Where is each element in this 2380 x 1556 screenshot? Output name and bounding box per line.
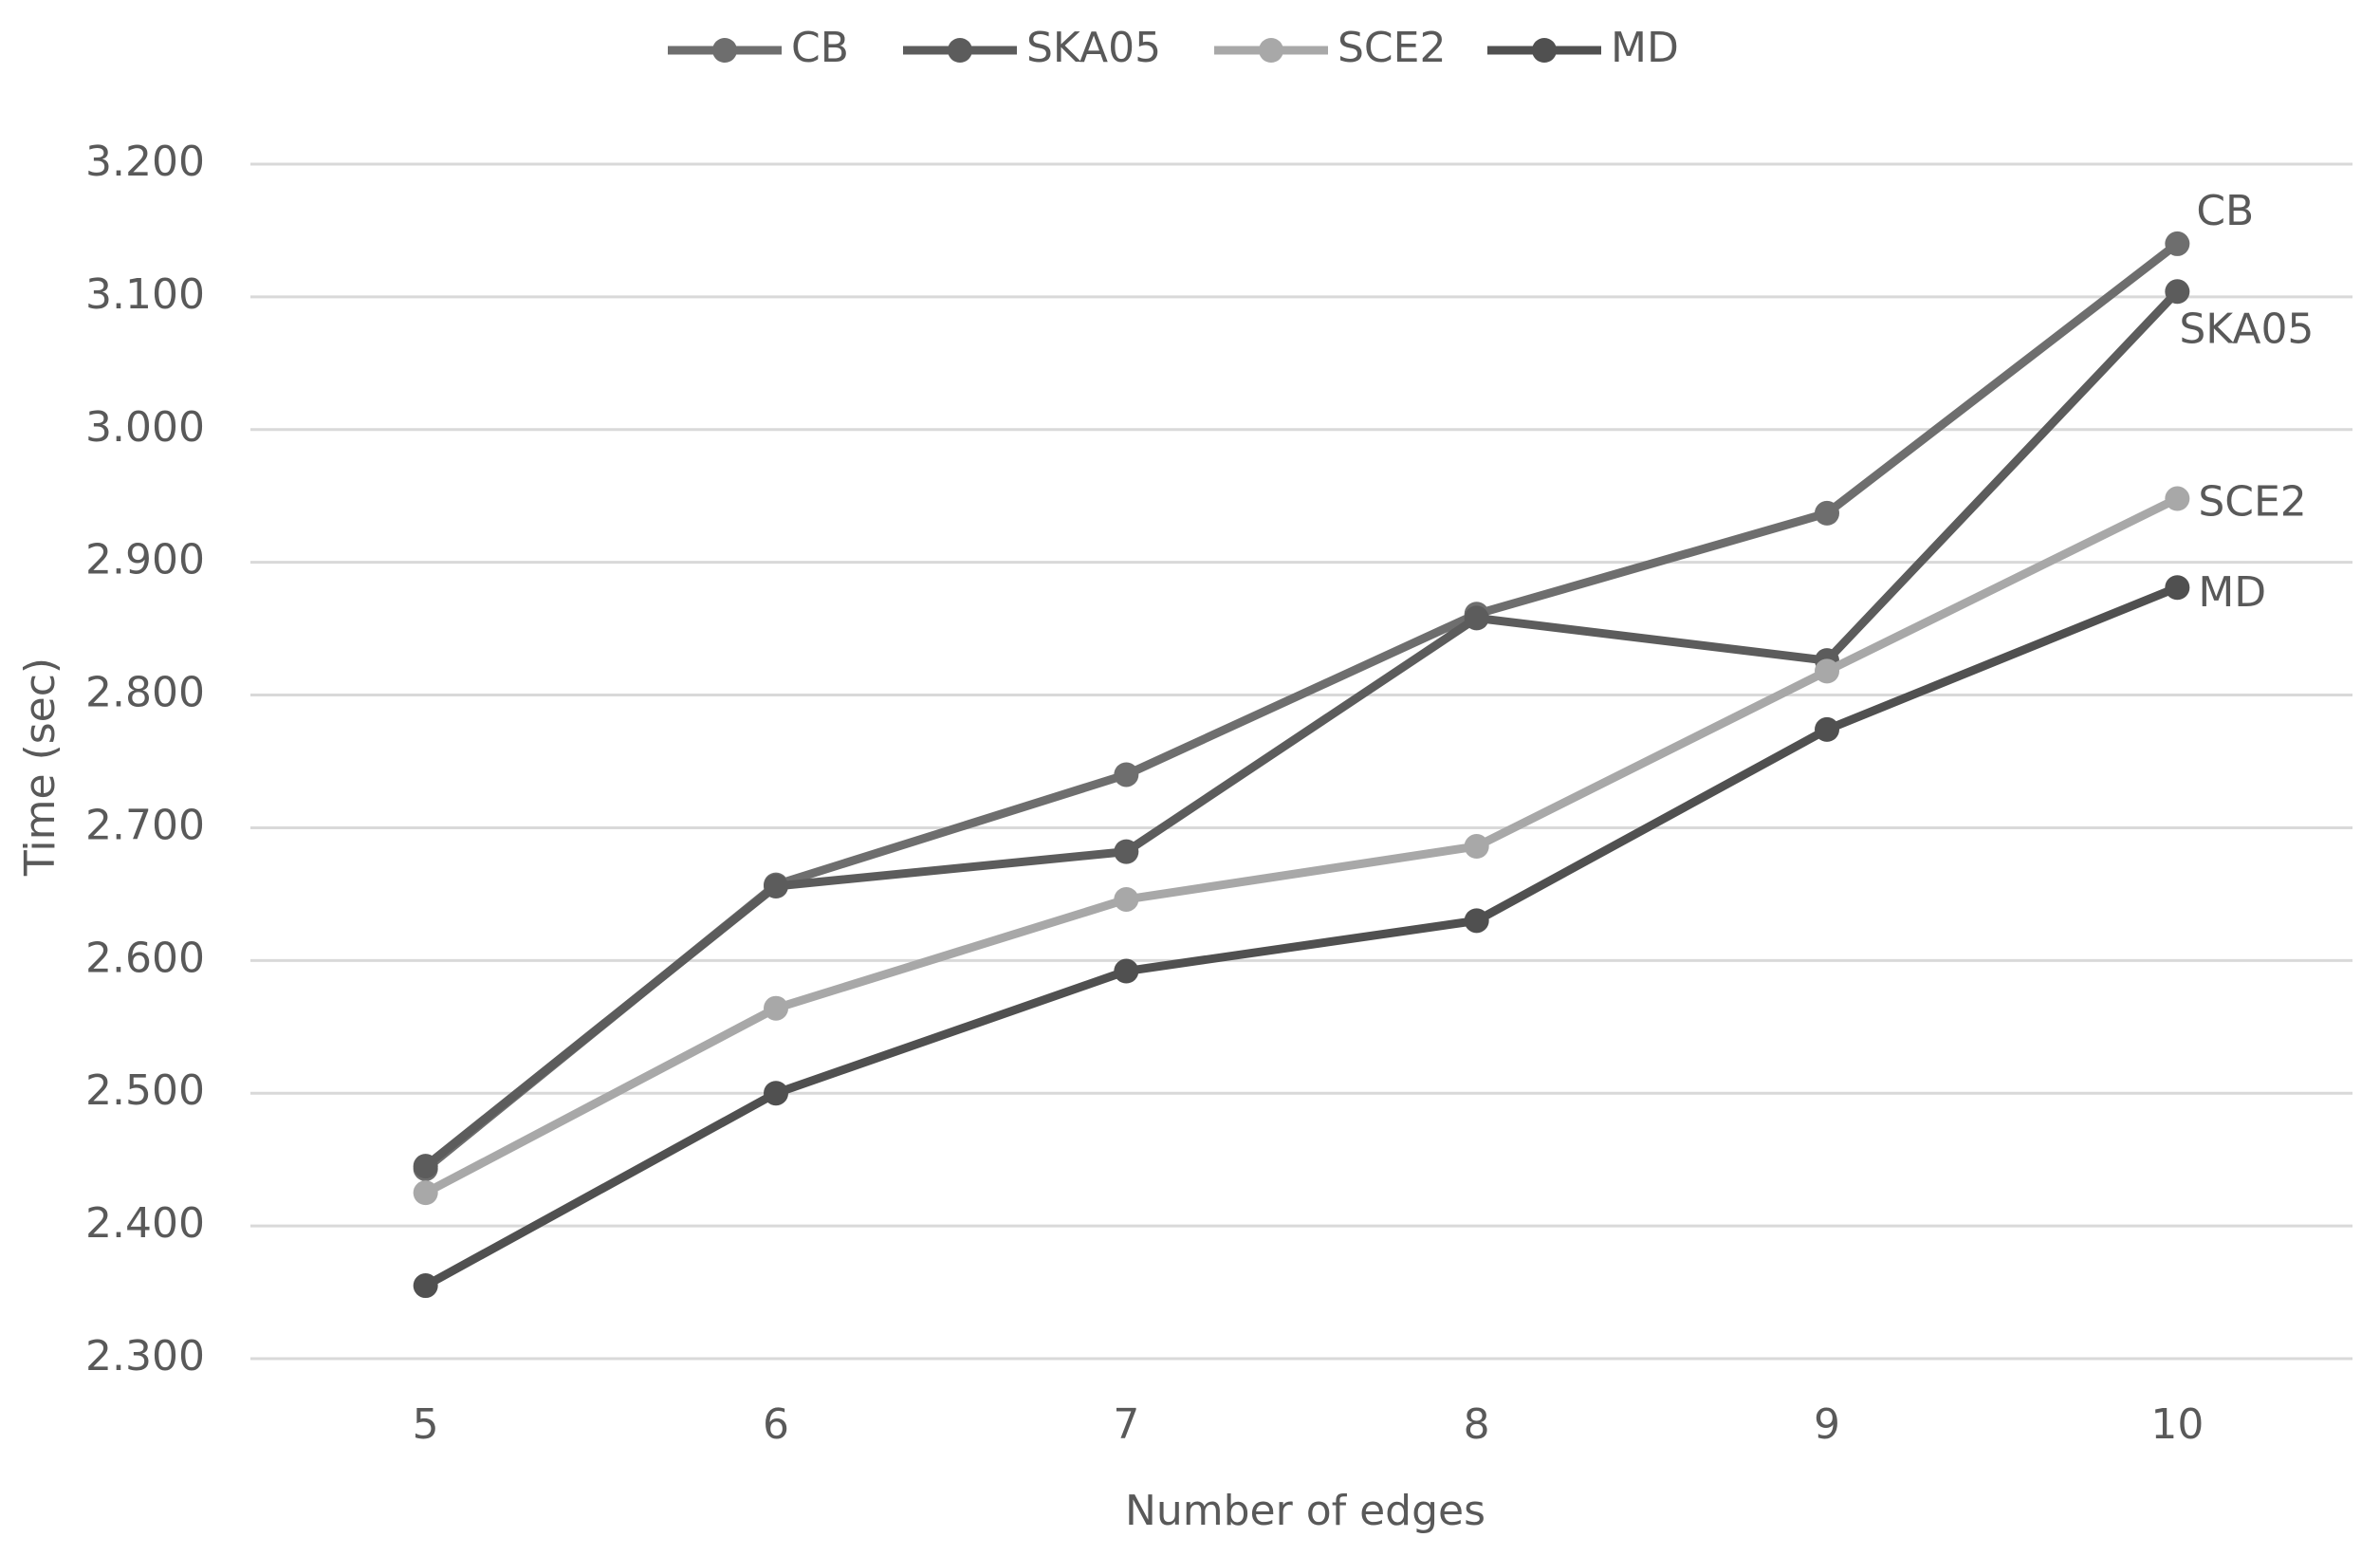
data-point — [1114, 839, 1139, 864]
series-line — [422, 240, 2181, 1173]
series-line — [423, 584, 2180, 1290]
y-tick-label: 2.600 — [85, 934, 205, 982]
data-point — [2165, 486, 2190, 511]
data-point — [1114, 762, 1139, 787]
x-tick-label: 7 — [1113, 1400, 1139, 1449]
x-tick-label: 9 — [1814, 1400, 1840, 1449]
y-tick-label: 2.700 — [85, 801, 205, 849]
data-point — [1464, 605, 1489, 631]
legend-label: SCE2 — [1338, 24, 1446, 72]
data-point — [764, 995, 788, 1021]
y-tick-label: 2.500 — [85, 1066, 205, 1115]
data-point — [413, 1154, 438, 1179]
data-point — [1114, 886, 1139, 912]
data-point — [413, 1180, 438, 1206]
series-end-label: SCE2 — [2198, 478, 2306, 527]
data-point — [764, 873, 788, 898]
legend-label: SKA05 — [1026, 24, 1161, 72]
legend-marker — [1532, 38, 1557, 63]
x-tick-label: 6 — [763, 1400, 789, 1449]
data-point — [1114, 958, 1139, 984]
legend-marker — [1259, 38, 1283, 63]
legend-marker — [948, 38, 972, 63]
y-tick-label: 2.400 — [85, 1199, 205, 1248]
data-point — [2165, 231, 2190, 256]
x-tick-label: 5 — [413, 1400, 439, 1449]
data-point — [1815, 500, 1839, 526]
x-axis-title: Number of edges — [1125, 1487, 1485, 1535]
data-point — [1815, 658, 1839, 684]
data-point — [1815, 716, 1839, 742]
y-tick-label: 2.900 — [85, 536, 205, 584]
data-point — [1464, 908, 1489, 934]
data-point — [764, 1081, 788, 1106]
data-point — [2165, 279, 2190, 305]
y-tick-label: 3.000 — [85, 403, 205, 452]
x-tick-label: 10 — [2150, 1400, 2204, 1449]
data-point — [413, 1273, 438, 1299]
series-end-label: CB — [2196, 187, 2254, 235]
legend-label: CB — [791, 24, 849, 72]
data-point — [2165, 575, 2190, 601]
y-axis-title: Time (sec) — [16, 658, 65, 877]
series-end-label: SKA05 — [2179, 305, 2314, 353]
x-tick-label: 8 — [1464, 1400, 1490, 1449]
y-tick-label: 3.200 — [85, 138, 205, 186]
series-line — [422, 288, 2181, 1170]
legend-marker — [712, 38, 737, 63]
legend-label: MD — [1611, 24, 1679, 72]
series-line — [423, 494, 2180, 1197]
y-tick-label: 2.300 — [85, 1332, 205, 1380]
data-point — [1464, 834, 1489, 860]
series-end-label: MD — [2198, 568, 2266, 617]
y-tick-label: 2.800 — [85, 669, 205, 717]
y-tick-label: 3.100 — [85, 270, 205, 319]
